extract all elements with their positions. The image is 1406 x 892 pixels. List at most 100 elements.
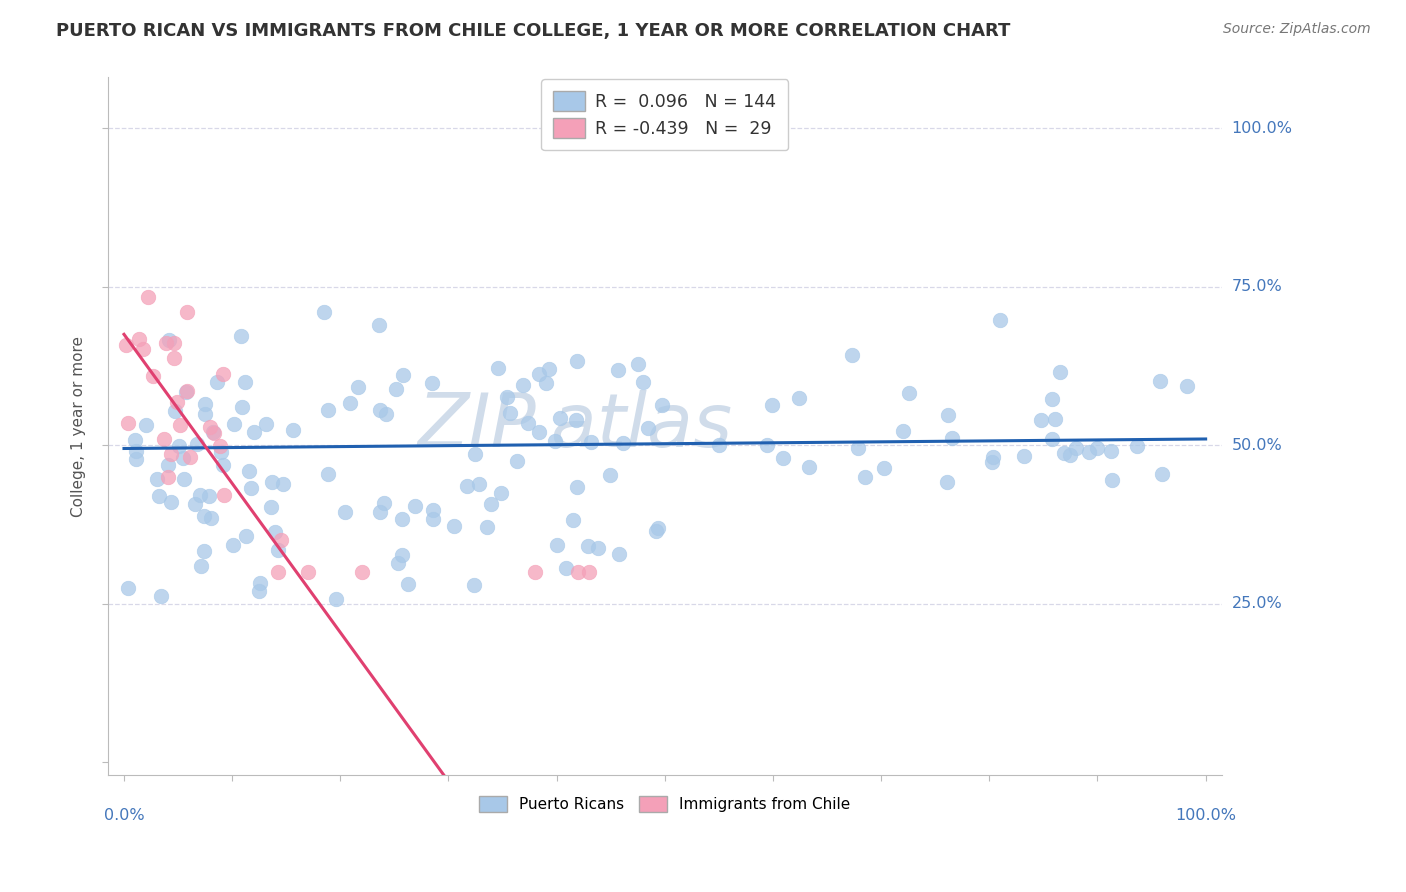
- Point: [247, 583, 270, 598]
- Point: [797, 460, 820, 475]
- Point: [755, 437, 778, 451]
- Point: [231, 400, 253, 414]
- Point: [249, 575, 271, 590]
- Y-axis label: College, 1 year or more: College, 1 year or more: [72, 335, 86, 516]
- Point: [174, 384, 197, 399]
- Point: [124, 434, 146, 448]
- Point: [645, 524, 668, 538]
- Point: [1059, 448, 1081, 462]
- Point: [1053, 446, 1076, 460]
- Point: [651, 398, 673, 412]
- Point: [772, 450, 794, 465]
- Point: [422, 512, 444, 526]
- Point: [202, 426, 225, 441]
- Point: [260, 475, 283, 490]
- Point: [1150, 467, 1173, 481]
- Point: [562, 513, 585, 527]
- Point: [267, 543, 290, 558]
- Point: [787, 391, 810, 405]
- Point: [637, 421, 659, 435]
- Point: [374, 407, 396, 421]
- Point: [155, 336, 177, 351]
- Point: [548, 410, 571, 425]
- Point: [169, 418, 191, 433]
- Point: [489, 486, 512, 500]
- Point: [235, 529, 257, 543]
- Point: [264, 525, 287, 540]
- Point: [576, 539, 599, 553]
- Point: [314, 305, 336, 319]
- Point: [193, 509, 215, 524]
- Point: [1175, 378, 1198, 392]
- Legend: Puerto Ricans, Immigrants from Chile: Puerto Ricans, Immigrants from Chile: [471, 789, 858, 820]
- Text: 75.0%: 75.0%: [1232, 279, 1282, 294]
- Point: [599, 467, 621, 482]
- Point: [567, 565, 589, 579]
- Point: [184, 497, 207, 511]
- Point: [148, 489, 170, 503]
- Point: [188, 488, 211, 502]
- Point: [463, 578, 485, 592]
- Point: [335, 505, 357, 519]
- Point: [194, 397, 217, 411]
- Point: [873, 461, 896, 475]
- Point: [163, 351, 186, 365]
- Point: [157, 333, 180, 347]
- Point: [159, 495, 181, 509]
- Point: [524, 565, 547, 579]
- Point: [231, 329, 253, 343]
- Point: [176, 384, 198, 398]
- Point: [200, 510, 222, 524]
- Point: [647, 521, 669, 535]
- Point: [1040, 392, 1063, 406]
- Point: [267, 565, 290, 579]
- Point: [527, 425, 550, 440]
- Point: [163, 336, 186, 351]
- Point: [212, 458, 235, 472]
- Text: ZIP atlas: ZIP atlas: [418, 391, 734, 462]
- Point: [117, 581, 139, 595]
- Text: 0.0%: 0.0%: [104, 808, 145, 823]
- Point: [848, 441, 870, 455]
- Point: [1014, 450, 1036, 464]
- Point: [221, 538, 243, 552]
- Point: [761, 398, 783, 412]
- Point: [350, 565, 373, 579]
- Point: [368, 318, 391, 332]
- Point: [936, 408, 959, 422]
- Point: [1049, 365, 1071, 379]
- Point: [841, 348, 863, 362]
- Point: [565, 480, 588, 494]
- Point: [125, 444, 148, 458]
- Point: [186, 437, 208, 451]
- Point: [385, 382, 408, 396]
- Point: [146, 472, 169, 486]
- Point: [627, 357, 650, 371]
- Point: [475, 520, 498, 534]
- Point: [209, 445, 232, 459]
- Point: [891, 424, 914, 438]
- Point: [368, 403, 391, 417]
- Point: [125, 451, 148, 466]
- Point: [212, 488, 235, 502]
- Point: [468, 476, 491, 491]
- Point: [281, 423, 304, 437]
- Point: [544, 434, 567, 448]
- Point: [271, 477, 294, 491]
- Point: [512, 378, 534, 392]
- Point: [260, 500, 283, 514]
- Text: 100.0%: 100.0%: [1175, 808, 1236, 823]
- Point: [1149, 374, 1171, 388]
- Point: [173, 472, 195, 486]
- Point: [392, 368, 415, 382]
- Point: [135, 418, 157, 433]
- Point: [1040, 432, 1063, 446]
- Point: [631, 375, 654, 389]
- Point: [546, 538, 568, 552]
- Point: [506, 454, 529, 468]
- Point: [325, 592, 347, 607]
- Point: [156, 458, 179, 472]
- Point: [201, 425, 224, 440]
- Point: [586, 541, 609, 555]
- Point: [404, 500, 426, 514]
